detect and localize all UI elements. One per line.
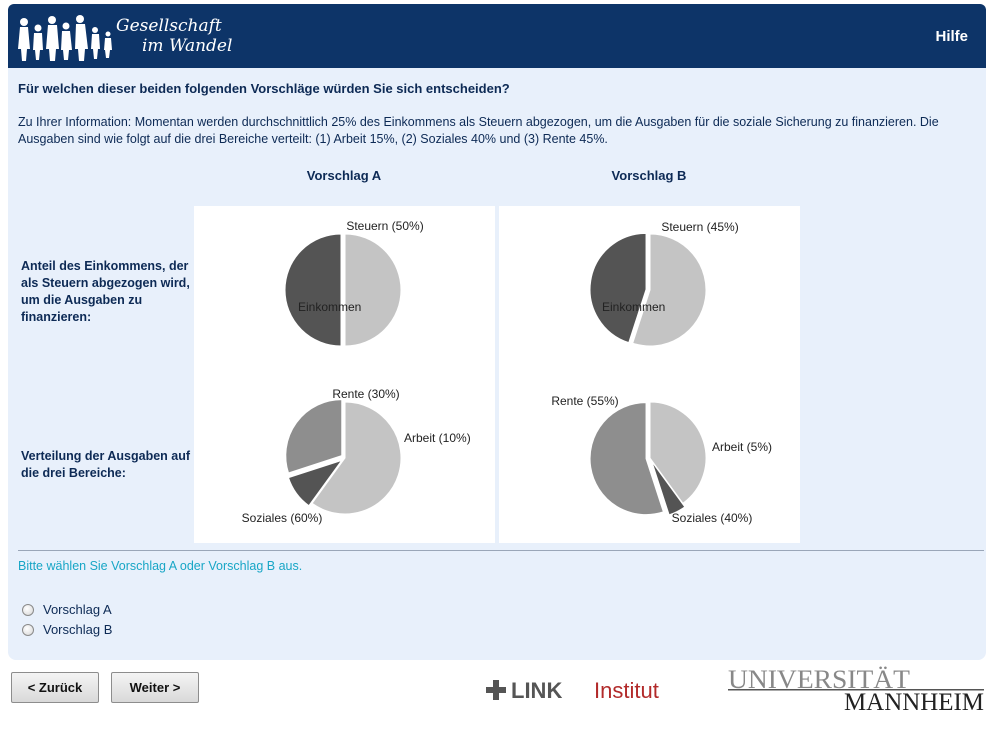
option-label-b: Vorschlag B <box>43 622 113 637</box>
uni-logo-line2: MANNHEIM <box>844 689 984 712</box>
option-label-a: Vorschlag A <box>43 602 112 617</box>
pie-label-steuern: Steuern (45%) <box>661 220 738 234</box>
chart-box-b: Steuern (45%) Einkommen Rente (55%) Arbeit … <box>499 206 800 543</box>
info-text: Zu Ihrer Information: Momentan werden du… <box>18 115 939 146</box>
radio-button-a[interactable] <box>22 603 34 616</box>
help-link[interactable]: Hilfe <box>935 28 968 45</box>
pie-label-einkommen: Einkommen <box>602 300 665 314</box>
logo-line2: im Wandel <box>142 36 233 56</box>
pie-slice-rente <box>285 399 343 474</box>
option-proposal-a[interactable]: Vorschlag A <box>22 602 112 617</box>
pie-slice-soziales <box>311 401 402 515</box>
uni-logo-rule <box>728 689 984 691</box>
pie-label-soziales: Soziales (40%) <box>672 511 753 525</box>
instruction-text: Bitte wählen Sie Vorschlag A oder Vorsch… <box>18 559 303 573</box>
divider <box>18 550 984 551</box>
logo-text: Gesellschaft im Wandel <box>116 16 232 56</box>
pie-label-steuern: Steuern (50%) <box>346 219 423 233</box>
university-logo: UNIVERSITÄT MANNHEIM <box>728 666 984 712</box>
pie-label-rente: Rente (30%) <box>332 387 399 401</box>
pie-label-einkommen: Einkommen <box>298 300 361 314</box>
question-text: Für welchen dieser beiden folgenden Vors… <box>18 81 510 96</box>
link-institut-logo: LINK Institut <box>486 678 659 703</box>
link-logo-bold: LINK <box>511 678 562 703</box>
header-bar: Gesellschaft im Wandel Hilfe <box>8 4 986 68</box>
row-label-spending-split: Verteilung der Ausgaben auf die drei Ber… <box>21 449 191 480</box>
pie-slice-arbeit <box>651 461 686 516</box>
pie-charts-a: Steuern (50%) Einkommen Rente (30%) Arbeit … <box>242 219 471 525</box>
logo-line1: Gesellschaft <box>116 16 222 36</box>
pie-slice-steuern <box>589 232 647 344</box>
pie-slice-steuern <box>284 233 342 347</box>
pie-label-soziales: Soziales (60%) <box>242 511 323 525</box>
chart-box-a: Steuern (50%) Einkommen Rente (30%) Arbeit … <box>194 206 495 543</box>
pie-slice-arbeit <box>287 459 344 507</box>
radio-button-b[interactable] <box>22 623 34 636</box>
link-mark-icon <box>486 680 506 700</box>
option-proposal-b[interactable]: Vorschlag B <box>22 622 112 637</box>
pie-slice-rente <box>589 402 664 516</box>
column-heading-b: Vorschlag B <box>611 168 687 183</box>
pie-label-rente: Rente (55%) <box>551 394 618 408</box>
next-button[interactable]: Weiter > <box>111 672 199 703</box>
pie-label-arbeit: Arbeit (5%) <box>712 440 772 454</box>
pie-label-arbeit: Arbeit (10%) <box>404 431 471 445</box>
pie-slice-einkommen <box>344 233 402 347</box>
pie-slice-einkommen <box>632 233 707 347</box>
people-silhouette-logo <box>18 15 112 61</box>
back-button[interactable]: < Zurück <box>11 672 99 703</box>
survey-panel: Für welchen dieser beiden folgenden Vors… <box>8 68 986 660</box>
pie-charts-b: Steuern (45%) Einkommen Rente (55%) Arbeit … <box>551 220 772 525</box>
row-label-tax-share: Anteil des Einkommens, der als Steuern a… <box>21 259 190 324</box>
pie-slice-soziales <box>649 401 707 505</box>
column-heading-a: Vorschlag A <box>306 168 382 183</box>
link-logo-rest: Institut <box>594 678 659 703</box>
